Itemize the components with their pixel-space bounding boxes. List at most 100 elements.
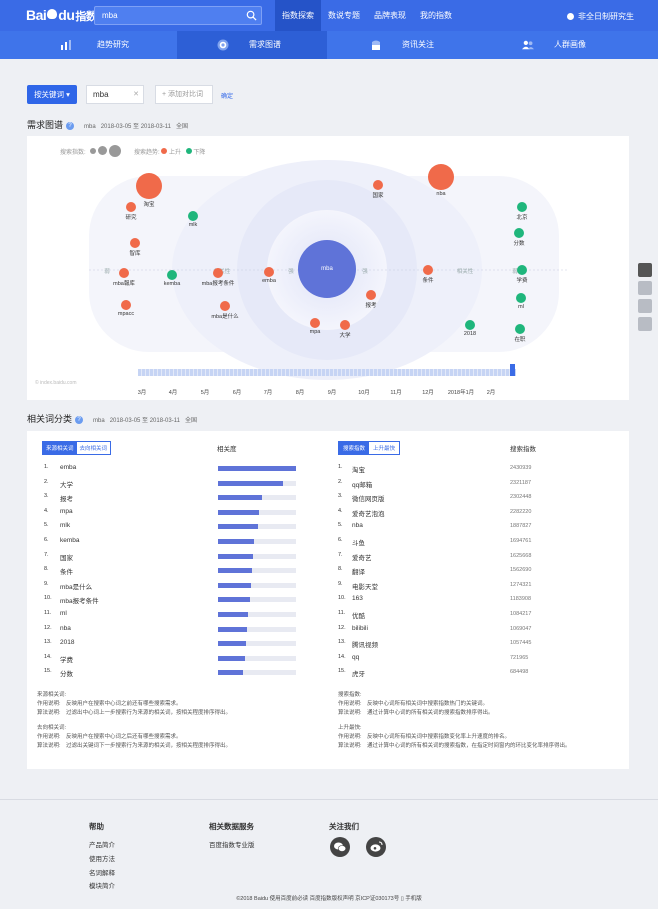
table-row[interactable]: 14. qq 721965 [327, 654, 617, 666]
nav-index-explore[interactable]: 指数探索 [275, 0, 321, 31]
bubble-up[interactable] [121, 300, 131, 310]
tab-destination-words[interactable]: 去向相关词 [79, 446, 108, 452]
footer-link[interactable]: 产品简介 [89, 842, 115, 849]
bubble-down[interactable] [465, 320, 475, 330]
search-icon[interactable] [246, 10, 257, 21]
table-row[interactable]: 10. 163 1183908 [327, 595, 617, 607]
row-word: 虎牙 [352, 671, 365, 679]
bubble-down[interactable] [517, 202, 527, 212]
bubble-up[interactable] [126, 202, 136, 212]
table-row[interactable]: 10. mba报考条件 [27, 595, 317, 607]
bubble-down[interactable] [517, 265, 527, 275]
tab-news[interactable]: 资讯关注 [330, 31, 480, 59]
table-row[interactable]: 11. 优酷 1084217 [327, 610, 617, 622]
table-row[interactable]: 4. mpa [27, 508, 317, 520]
table-row[interactable]: 6. 斗鱼 1694761 [327, 537, 617, 549]
table-row[interactable]: 8. 条件 [27, 566, 317, 578]
bubble-up[interactable] [428, 164, 454, 190]
table-row[interactable]: 12. nba [27, 625, 317, 637]
table-row[interactable]: 13. 腾讯视频 1057445 [327, 639, 617, 651]
footer-link[interactable]: 名词解释 [89, 870, 115, 877]
footer-link[interactable]: 百度指数专业版 [209, 842, 255, 849]
row-word: 国家 [60, 554, 73, 562]
bubble-up[interactable] [366, 290, 376, 300]
table-row[interactable]: 5. mlk [27, 522, 317, 534]
table-row[interactable]: 15. 虎牙 684498 [327, 668, 617, 680]
row-rank: 11. [338, 610, 346, 616]
row-rank: 7. [44, 551, 49, 558]
table-row[interactable]: 15. 分数 [27, 668, 317, 680]
tab-demand-map[interactable]: 需求图谱 [177, 31, 327, 59]
nav-brand[interactable]: 品牌表现 [374, 11, 406, 20]
related-help-icon[interactable]: ? [75, 416, 84, 424]
bubble-down[interactable] [167, 270, 177, 280]
table-row[interactable]: 13. 2018 [27, 639, 317, 651]
help-circle-icon[interactable] [638, 317, 652, 331]
star-icon[interactable] [638, 299, 652, 313]
table-row[interactable]: 7. 国家 [27, 552, 317, 564]
tab-demand-label: 需求图谱 [249, 40, 281, 49]
bubble-up[interactable] [264, 267, 274, 277]
keyword-mode-button[interactable]: 按关键词 ▾ [27, 85, 77, 104]
bubble-up[interactable] [340, 320, 350, 330]
bubble-label: 2018 [463, 331, 477, 337]
keyword-field[interactable]: mba ✕ [86, 85, 144, 104]
bubble-up[interactable] [119, 268, 129, 278]
table-row[interactable]: 1. emba [27, 464, 317, 476]
user-menu[interactable]: 非全日制研究生 [567, 11, 634, 22]
table-row[interactable]: 9. mba是什么 [27, 581, 317, 593]
wechat-icon[interactable] [330, 837, 350, 857]
table-row[interactable]: 5. nba 1887827 [327, 522, 617, 534]
nav-my-index[interactable]: 我的指数 [420, 11, 452, 20]
help-icon[interactable]: ? [66, 122, 75, 130]
footer-link[interactable]: 使用方法 [89, 856, 115, 863]
table-row[interactable]: 11. ml [27, 610, 317, 622]
tab-source-words[interactable]: 来源相关词 [43, 442, 77, 454]
row-word: nba [352, 522, 363, 530]
add-compare-button[interactable]: + 添加对比词 [155, 85, 213, 104]
table-row[interactable]: 14. 学费 [27, 654, 317, 666]
table-row[interactable]: 1. 淘宝 2430939 [327, 464, 617, 476]
bubble-up[interactable] [136, 173, 162, 199]
table-row[interactable]: 3. 微信网页版 2302448 [327, 493, 617, 505]
timeline-handle[interactable] [510, 364, 515, 376]
table-row[interactable]: 12. bilibili 1069047 [327, 625, 617, 637]
bubble-down[interactable] [515, 324, 525, 334]
search-input[interactable]: mba [94, 6, 262, 25]
center-bubble[interactable] [298, 240, 356, 298]
bubble-down[interactable] [516, 293, 526, 303]
table-row[interactable]: 3. 报考 [27, 493, 317, 505]
clear-icon[interactable]: ✕ [133, 91, 139, 98]
footer-link[interactable]: 模块简介 [89, 883, 115, 890]
bubble-up[interactable] [310, 318, 320, 328]
chat-icon[interactable] [638, 263, 652, 277]
table-row[interactable]: 9. 电影天堂 1274321 [327, 581, 617, 593]
weibo-icon[interactable] [366, 837, 386, 857]
baidu-index-logo[interactable]: Bai du指数 [26, 7, 97, 24]
table-row[interactable]: 6. kemba [27, 537, 317, 549]
bubble-up[interactable] [220, 301, 230, 311]
bubble-down[interactable] [188, 211, 198, 221]
tab-search-index[interactable]: 搜索指数 [339, 442, 370, 454]
confirm-link[interactable]: 确定 [221, 94, 234, 100]
bubble-up[interactable] [423, 265, 433, 275]
row-word: 淘宝 [352, 467, 365, 474]
tab-trend[interactable]: 趋势研究 [25, 31, 175, 59]
table-row[interactable]: 4. 爱奇艺泡泡 2282220 [327, 508, 617, 520]
table-row[interactable]: 7. 爱奇艺 1625668 [327, 552, 617, 564]
bubble-up[interactable] [213, 268, 223, 278]
table-row[interactable]: 8. 翻译 1562690 [327, 566, 617, 578]
nav-data-topics[interactable]: 数说专题 [328, 11, 360, 20]
table-row[interactable]: 2. 大学 [27, 479, 317, 491]
bubble-up[interactable] [130, 238, 140, 248]
row-rank: 8. [44, 566, 49, 573]
table-row[interactable]: 2. qq邮箱 2321187 [327, 479, 617, 491]
timeline-slider[interactable] [138, 369, 516, 376]
bubble-up[interactable] [373, 180, 383, 190]
row-word: kemba [60, 537, 80, 544]
tab-crowd[interactable]: 人群画像 [482, 31, 632, 59]
tab-rising-fastest[interactable]: 上升最快 [373, 446, 396, 452]
row-rank: 2. [338, 478, 343, 485]
share-icon[interactable] [638, 281, 652, 295]
bubble-down[interactable] [514, 228, 524, 238]
